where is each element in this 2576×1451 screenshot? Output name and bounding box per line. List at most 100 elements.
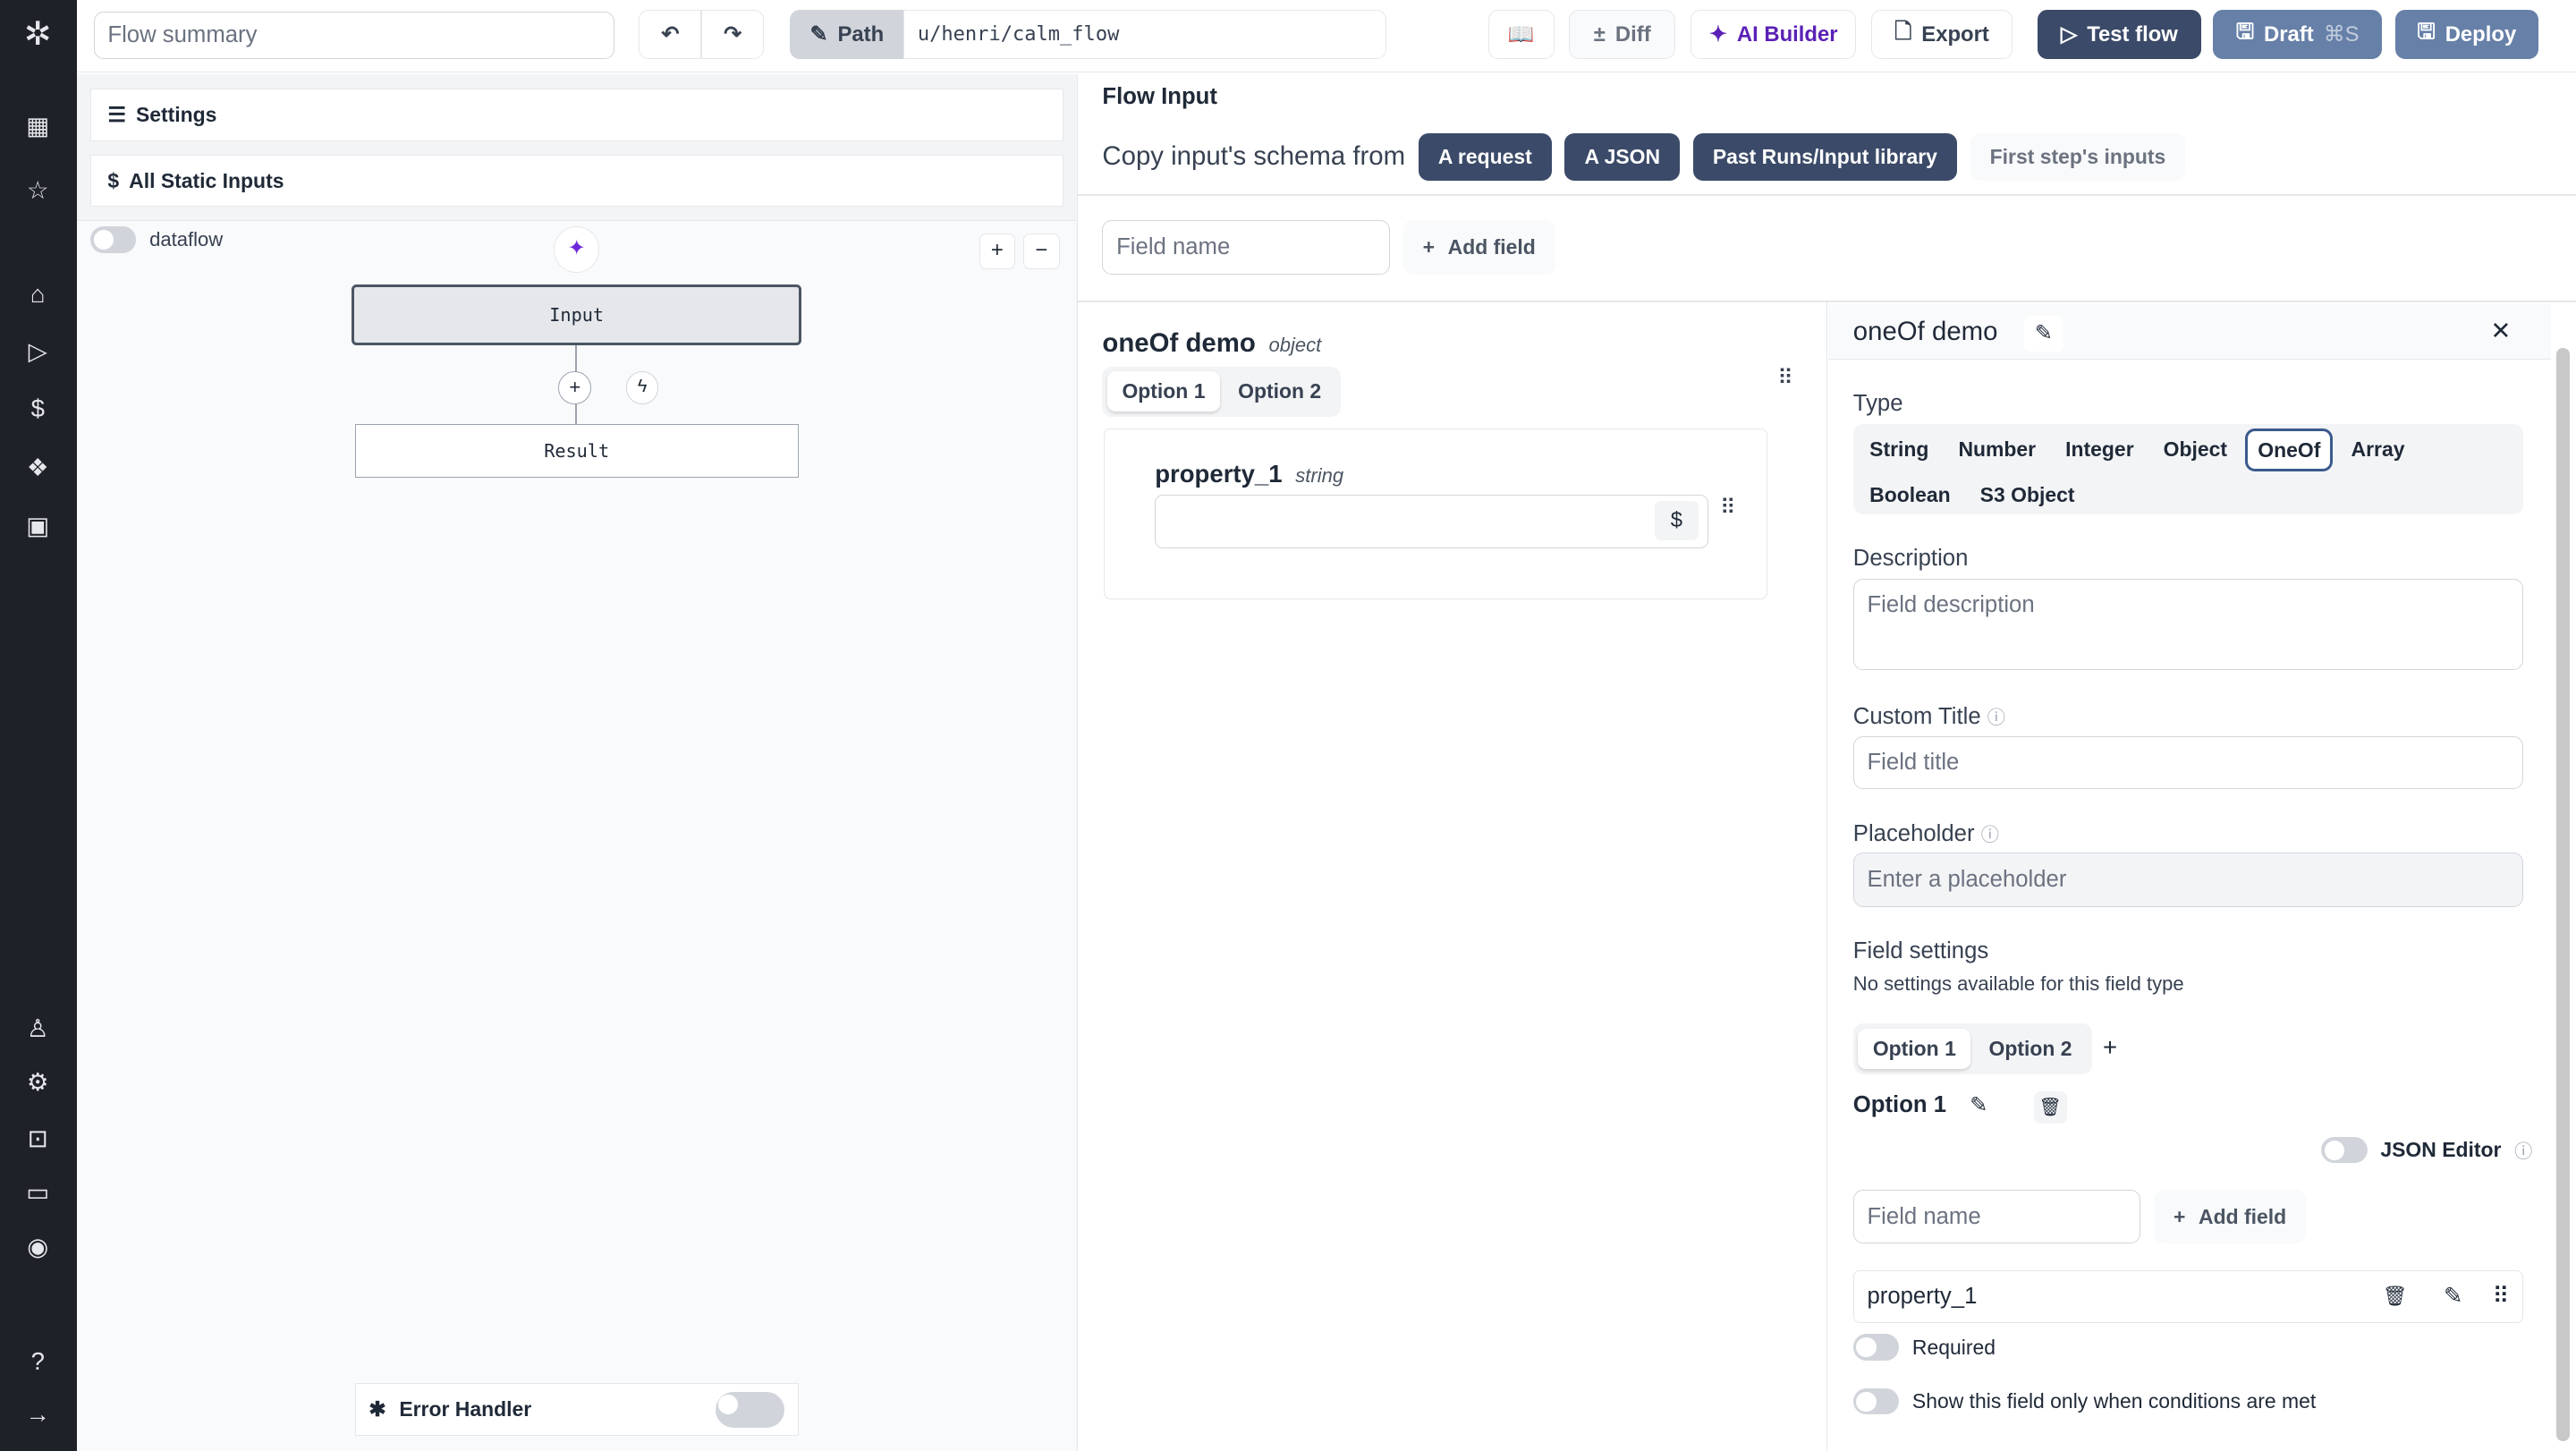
source-json-button[interactable]: A JSON: [1564, 132, 1681, 182]
flow-input-title: Flow Input: [1102, 83, 1217, 109]
ai-wand-button[interactable]: ✦: [553, 226, 600, 273]
info-icon: ⓘ: [1987, 709, 2005, 729]
boxes-icon[interactable]: ❖: [26, 454, 49, 482]
copy-schema-label: Copy input's schema from: [1102, 141, 1406, 172]
help-icon[interactable]: ?: [30, 1347, 45, 1376]
dollar-icon[interactable]: $: [30, 395, 45, 423]
undo-button[interactable]: ↶: [639, 10, 702, 60]
conditional-toggle[interactable]: [1852, 1388, 1900, 1415]
dollar-button[interactable]: $: [1654, 501, 1699, 541]
export-button[interactable]: 🗋 Export: [1871, 10, 2012, 60]
add-field-button[interactable]: + Add field: [1402, 220, 1555, 275]
option-field-name-input[interactable]: Field name: [1852, 1189, 2141, 1244]
close-icon[interactable]: ✕: [2490, 317, 2512, 345]
edit-name-button[interactable]: ✎: [2023, 315, 2063, 352]
option-add-field-button[interactable]: + Add field: [2153, 1189, 2307, 1244]
preview-field-name: oneOf demo: [1102, 328, 1256, 359]
type-number[interactable]: Number: [1958, 437, 2037, 461]
description-input[interactable]: Field description: [1852, 578, 2524, 671]
expand-icon[interactable]: →: [25, 1400, 50, 1429]
settings-item[interactable]: ☰ Settings: [90, 89, 1064, 141]
edit-option-button[interactable]: ✎: [1970, 1093, 1988, 1118]
delete-option-button[interactable]: 🗑: [2033, 1090, 2067, 1124]
folder-icon[interactable]: ▭: [26, 1178, 50, 1207]
dataflow-toggle[interactable]: [90, 226, 137, 253]
pencil-icon[interactable]: ✎: [2444, 1284, 2463, 1310]
save-icon: 🖫: [2417, 20, 2436, 45]
placeholder-input[interactable]: Enter a placeholder: [1852, 853, 2524, 907]
preview-option-tabs: Option 1 Option 2: [1102, 366, 1342, 417]
bot-icon[interactable]: ⊡: [27, 1124, 48, 1152]
gear-icon[interactable]: ⚙: [26, 1068, 49, 1097]
redo-button[interactable]: ↷: [701, 10, 765, 60]
editor-option-1-tab[interactable]: Option 1: [1858, 1028, 1971, 1070]
add-step-button[interactable]: +: [558, 371, 592, 404]
source-past-runs-button[interactable]: Past Runs/Input library: [1692, 132, 1957, 182]
preview-property-input[interactable]: [1155, 494, 1709, 549]
deploy-label: Deploy: [2445, 21, 2517, 47]
type-oneof[interactable]: OneOf: [2245, 429, 2334, 472]
editor-option-2-tab[interactable]: Option 2: [1988, 1036, 2072, 1060]
calendar-icon[interactable]: ▣: [26, 511, 50, 539]
drag-handle-icon[interactable]: ⠿: [2492, 1284, 2510, 1310]
ai-builder-button[interactable]: ✦ AI Builder: [1690, 10, 1857, 60]
dataflow-label: dataflow: [149, 228, 224, 251]
zoom-out-button[interactable]: −: [1023, 233, 1060, 270]
drag-handle-icon[interactable]: ⠿: [1720, 495, 1736, 520]
diff-icon: ±: [1593, 21, 1606, 47]
conditional-label: Show this field only when conditions are…: [1911, 1389, 2317, 1413]
type-s3-object[interactable]: S3 Object: [1979, 482, 2075, 506]
play-icon[interactable]: ▷: [28, 336, 47, 365]
ai-builder-label: AI Builder: [1736, 21, 1838, 47]
static-inputs-item[interactable]: $ All Static Inputs: [90, 154, 1064, 208]
diff-button[interactable]: ± Diff: [1569, 10, 1676, 60]
trash-icon[interactable]: 🗑: [2382, 1285, 2408, 1308]
custom-title-input[interactable]: Field title: [1852, 735, 2524, 789]
field-name-input[interactable]: Field name: [1102, 220, 1390, 275]
add-field-label: Add field: [1447, 234, 1536, 259]
trigger-button[interactable]: ϟ: [625, 371, 659, 404]
eye-icon[interactable]: ◉: [27, 1232, 49, 1260]
type-string[interactable]: String: [1869, 437, 1929, 461]
type-boolean[interactable]: Boolean: [1869, 482, 1951, 506]
building-icon[interactable]: ▦: [26, 112, 50, 140]
drag-handle-icon[interactable]: ⠿: [1777, 365, 1793, 390]
property-row[interactable]: property_1 🗑 ✎ ⠿: [1852, 1269, 2524, 1323]
source-request-button[interactable]: A request: [1418, 132, 1552, 182]
source-first-step-button[interactable]: First step's inputs: [1970, 132, 2186, 182]
property-name: property_1: [1867, 1283, 1978, 1309]
preview-property-type: string: [1295, 464, 1344, 488]
error-handler-toggle[interactable]: [715, 1391, 784, 1429]
path-input[interactable]: u/henri/calm_flow: [903, 10, 1387, 60]
flow-summary-input[interactable]: Flow summary: [93, 11, 614, 60]
node-input[interactable]: Input: [352, 284, 802, 345]
deploy-button[interactable]: 🖫 Deploy: [2394, 10, 2538, 60]
option-heading: Option 1: [1852, 1092, 1947, 1118]
node-result[interactable]: Result: [354, 423, 799, 479]
preview-option-1-tab[interactable]: Option 1: [1106, 371, 1220, 412]
logo-icon[interactable]: ✲: [23, 15, 52, 53]
json-editor-toggle[interactable]: [2321, 1136, 2368, 1164]
type-object[interactable]: Object: [2163, 437, 2228, 461]
zoom-in-button[interactable]: +: [979, 233, 1016, 270]
custom-title-text: Custom Title: [1852, 704, 1981, 730]
preview-option-2-tab[interactable]: Option 2: [1238, 379, 1322, 403]
star-icon[interactable]: ☆: [26, 175, 49, 204]
required-toggle[interactable]: [1852, 1334, 1900, 1361]
draft-button[interactable]: 🖫 Draft ⌘S: [2213, 10, 2383, 60]
add-option-button[interactable]: +: [2102, 1033, 2118, 1062]
user-icon[interactable]: ♙: [26, 1014, 49, 1042]
file-code-icon: 🗋: [1894, 20, 1912, 45]
type-integer[interactable]: Integer: [2065, 437, 2134, 461]
draft-shortcut: ⌘S: [2323, 22, 2360, 47]
scrollbar[interactable]: [2555, 348, 2570, 1441]
home-icon[interactable]: ⌂: [30, 279, 46, 308]
info-icon: ⓘ: [1980, 825, 1999, 845]
docs-button[interactable]: 📖: [1488, 10, 1555, 60]
placeholder-label: Placeholder ⓘ: [1853, 820, 1999, 847]
type-array[interactable]: Array: [2351, 437, 2405, 461]
editor-title: oneOf demo: [1852, 317, 1998, 347]
test-flow-button[interactable]: ▷ Test flow: [2037, 10, 2202, 60]
option-add-field-label: Add field: [2199, 1204, 2287, 1228]
error-handler[interactable]: ✱ Error Handler: [354, 1383, 799, 1437]
